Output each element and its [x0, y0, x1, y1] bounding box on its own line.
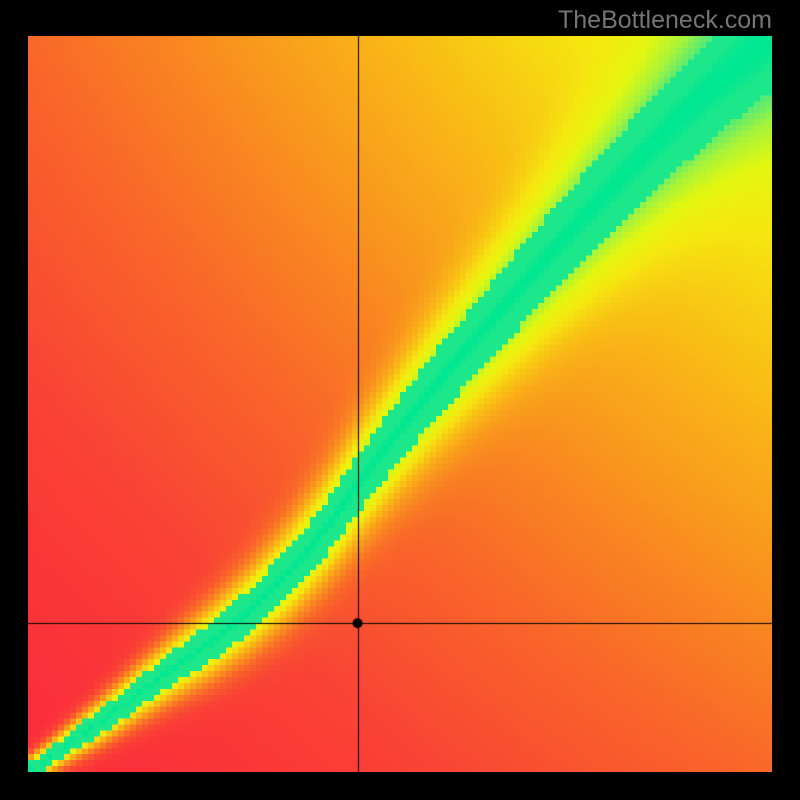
watermark-text: TheBottleneck.com: [558, 6, 772, 35]
bottleneck-heatmap: [28, 36, 772, 772]
chart-container: { "watermark": { "text": "TheBottleneck.…: [0, 0, 800, 800]
